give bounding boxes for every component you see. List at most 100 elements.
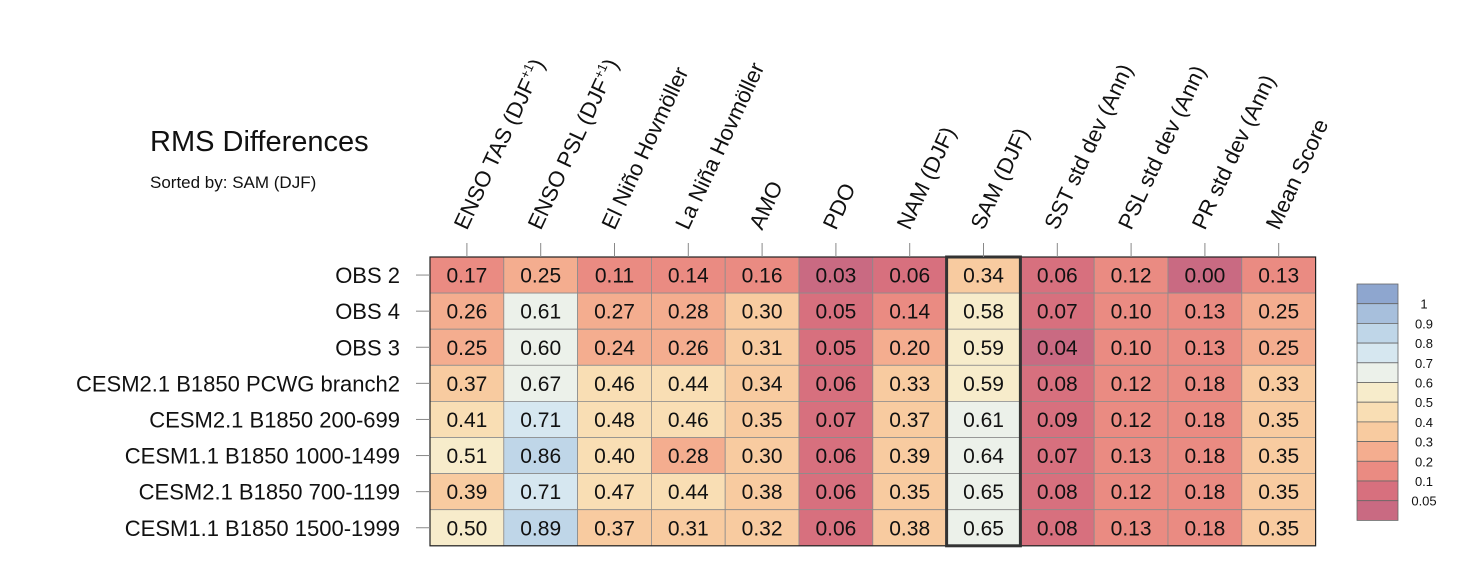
cell-value-label: 0.35 (1258, 445, 1299, 468)
cell-value-label: 0.37 (594, 517, 635, 540)
heatmap-cell (503, 328, 578, 366)
cell-value-label: 0.41 (446, 409, 487, 432)
heatmap-cell (724, 437, 800, 474)
colorbar-swatch (1356, 441, 1399, 462)
heatmap-cell (1167, 256, 1243, 294)
heatmap-cell (1093, 509, 1169, 547)
cell-value-label: 0.59 (963, 337, 1004, 360)
cell-value-label: 0.03 (815, 265, 856, 288)
cell-value-label: 0.50 (446, 517, 487, 540)
cell-value-label: 0.13 (1111, 517, 1152, 540)
cell-value-label: 0.39 (446, 481, 487, 504)
heatmap-cell (946, 400, 1021, 438)
cell-value-label: 0.35 (889, 481, 930, 504)
cell-value-label: 0.08 (1037, 373, 1078, 396)
heatmap-cell (1167, 364, 1243, 402)
cell-value-label: 0.25 (446, 337, 487, 360)
cell-value-label: 0.35 (742, 409, 783, 432)
heatmap-cell (1093, 328, 1169, 366)
heatmap-cell (872, 437, 947, 474)
heatmap-cell (946, 473, 1021, 511)
cell-value-label: 0.71 (520, 409, 561, 432)
heatmap-cell (946, 292, 1021, 330)
chart-subtitle: Sorted by: SAM (DJF) (150, 173, 317, 192)
cell-value-label: 0.51 (446, 445, 487, 468)
heatmap-cell (946, 437, 1021, 474)
heatmap-cell (1020, 328, 1095, 366)
colorbar-swatch (1356, 283, 1399, 305)
cell-value-label: 0.06 (815, 445, 856, 468)
heatmap-cell (1093, 364, 1169, 402)
heatmap-cell (651, 473, 726, 511)
cell-value-label: 0.25 (520, 265, 561, 288)
heatmap-cell (1020, 509, 1095, 547)
row-label: CESM2.1 B1850 PCWG branch2 (76, 371, 400, 396)
column-label: NAM (DJF) (892, 123, 961, 233)
cell-value-label: 0.38 (889, 517, 930, 540)
cell-value-label: 0.25 (1258, 337, 1299, 360)
cell-value-label: 0.13 (1184, 337, 1225, 360)
cell-value-label: 0.05 (815, 337, 856, 360)
colorbar-tick-label: 0.3 (1415, 435, 1433, 450)
cell-value-label: 0.06 (1037, 265, 1078, 288)
heatmap-cell (1093, 400, 1169, 438)
heatmap-cell (1241, 437, 1317, 474)
cell-value-label: 0.18 (1184, 517, 1225, 540)
heatmap-cell (651, 400, 726, 438)
cell-value-label: 0.27 (594, 301, 635, 324)
row-label: OBS 2 (335, 263, 400, 288)
colorbar-swatch (1356, 421, 1399, 442)
heatmap-cell (503, 473, 578, 511)
heatmap-cell (577, 473, 652, 511)
heatmap-cell (1241, 292, 1317, 330)
heatmap-cell (1020, 256, 1095, 294)
heatmap-cell (1167, 400, 1243, 438)
cell-value-label: 0.34 (742, 373, 783, 396)
cell-value-label: 0.13 (1258, 265, 1299, 288)
heatmap-cell (429, 473, 505, 511)
cell-value-label: 0.35 (1258, 517, 1299, 540)
cell-value-label: 0.67 (520, 373, 561, 396)
cell-value-label: 0.14 (889, 301, 930, 324)
cell-value-label: 0.59 (963, 373, 1004, 396)
cell-value-label: 0.20 (889, 337, 930, 360)
colorbar-swatch (1356, 322, 1399, 344)
colorbar-tick-label: 0.4 (1415, 415, 1433, 430)
cell-value-label: 0.30 (742, 301, 783, 324)
cell-value-label: 0.60 (520, 337, 561, 360)
heatmap-cell (651, 509, 726, 547)
cell-value-label: 0.17 (446, 265, 487, 288)
heatmap-cell (798, 292, 874, 330)
cell-value-label: 0.32 (742, 517, 783, 540)
heatmap-cell (1093, 256, 1169, 294)
cell-value-label: 0.12 (1111, 373, 1152, 396)
cell-value-label: 0.00 (1184, 265, 1225, 288)
cell-value-label: 0.12 (1111, 265, 1152, 288)
heatmap-cell (651, 328, 726, 366)
cell-value-label: 0.89 (520, 517, 561, 540)
colorbar-tick-label: 1 (1420, 297, 1427, 312)
cell-value-label: 0.06 (815, 517, 856, 540)
cell-value-label: 0.25 (1258, 301, 1299, 324)
cell-value-label: 0.33 (1258, 373, 1299, 396)
heatmap-cell (503, 437, 578, 474)
cell-value-label: 0.18 (1184, 445, 1225, 468)
cell-value-label: 0.46 (668, 409, 709, 432)
heatmap-cell (1167, 328, 1243, 366)
cell-value-label: 0.37 (889, 409, 930, 432)
heatmap-cell (724, 328, 800, 366)
cell-value-label: 0.28 (668, 301, 709, 324)
heatmap-cell (1093, 473, 1169, 511)
cell-value-label: 0.12 (1111, 409, 1152, 432)
column-label: Mean Score (1261, 115, 1334, 233)
cell-value-label: 0.08 (1037, 517, 1078, 540)
heatmap-cell (1093, 437, 1169, 474)
heatmap-cell (724, 292, 800, 330)
cell-value-label: 0.40 (594, 445, 635, 468)
heatmap-cell (503, 292, 578, 330)
colorbar-tick-label: 0.1 (1415, 474, 1433, 489)
cell-value-label: 0.07 (815, 409, 856, 432)
cell-value-label: 0.61 (963, 409, 1004, 432)
cell-value-label: 0.38 (742, 481, 783, 504)
cell-value-label: 0.13 (1111, 445, 1152, 468)
